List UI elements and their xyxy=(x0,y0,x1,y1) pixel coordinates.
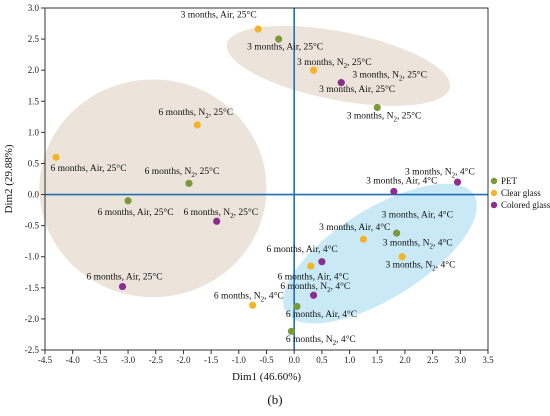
pet-point xyxy=(393,229,401,237)
y-tick-label: 0.5 xyxy=(28,158,40,168)
point-label: 6 months, N2, 4°C xyxy=(286,334,356,347)
clear-glass-point xyxy=(359,235,368,243)
x-tick-label: 3.0 xyxy=(455,355,467,365)
point-label: 6 months, N2, 4°C xyxy=(214,290,284,303)
x-tick-label: 0.5 xyxy=(316,355,328,365)
y-tick-label: 0.0 xyxy=(28,190,40,200)
y-tick-label: -1.5 xyxy=(25,283,40,293)
legend-label-pet: PET xyxy=(501,176,518,186)
point-label: 3 months, Air, 25°C xyxy=(319,84,395,95)
x-tick-label: -4.0 xyxy=(66,355,81,365)
clear-glass-point xyxy=(307,262,315,270)
cluster-4C-ellipse xyxy=(283,183,477,324)
point-label: 6 months, N2, 25°C xyxy=(159,107,234,120)
point-label: 3 months, N2, 25°C xyxy=(352,70,427,83)
y-tick-label: -0.5 xyxy=(25,221,40,231)
point-label: 6 months, Air, 25°C xyxy=(98,207,174,218)
point-label: 6 months, Air, 25°C xyxy=(51,163,127,174)
colored-glass-point xyxy=(453,178,462,186)
x-tick-label: 3.5 xyxy=(482,355,494,365)
x-tick-label: 1.5 xyxy=(372,355,384,365)
clear-glass-point xyxy=(398,253,406,261)
point-label: 3 months, N2, 4°C xyxy=(405,167,475,180)
legend-marker-clear-glass xyxy=(490,189,498,197)
y-tick-label: 2.0 xyxy=(28,65,40,75)
x-tick-label: 2.5 xyxy=(427,355,439,365)
x-tick-label: -1.5 xyxy=(204,355,219,365)
x-tick-label: 0.0 xyxy=(289,355,301,365)
legend-label-clear-glass: Clear glass xyxy=(501,188,541,198)
colored-glass-point xyxy=(309,291,318,299)
y-tick-label: 3.0 xyxy=(28,3,40,13)
pet-point xyxy=(373,103,381,112)
clear-glass-point xyxy=(193,121,201,129)
x-tick-label: -3.0 xyxy=(121,355,136,365)
point-label: 6 months, N2, 25°C xyxy=(145,166,220,179)
y-tick-label: 2.5 xyxy=(28,34,40,44)
point-label: 3 months, Air, 25°C xyxy=(247,42,323,53)
x-tick-label: -3.5 xyxy=(93,355,108,365)
x-tick-label: -2.0 xyxy=(176,355,191,365)
y-tick-label: -2.5 xyxy=(25,345,40,355)
pet-point xyxy=(287,327,296,335)
point-label: 3 months, Air, 4°C xyxy=(319,222,390,233)
y-tick-label: 1.0 xyxy=(28,127,40,137)
point-label: 6 months, Air, 4°C xyxy=(286,309,357,320)
clear-glass-point xyxy=(254,25,262,33)
point-label: 6 months, N2, 25°C xyxy=(183,207,258,220)
point-label: 3 months, Air, 4°C xyxy=(382,210,453,221)
x-tick-label: -2.5 xyxy=(149,355,164,365)
clear-glass-point xyxy=(249,301,257,309)
x-tick-label: -0.5 xyxy=(259,355,274,365)
colored-glass-point xyxy=(118,282,127,291)
legend-marker-colored-glass xyxy=(490,201,498,209)
pet-point xyxy=(293,302,301,311)
pet-point xyxy=(124,197,132,205)
cluster-3-months-25C-ellipse xyxy=(226,25,451,106)
y-tick-label: -1.0 xyxy=(25,252,40,262)
panel-label: (b) xyxy=(267,392,282,407)
point-label: 3 months, N2, 25°C xyxy=(347,111,422,124)
point-label: 6 months, N2, 4°C xyxy=(280,281,350,294)
point-label: 3 months, N2, 4°C xyxy=(386,259,456,272)
colored-glass-point xyxy=(390,187,398,196)
y-tick-label: 1.5 xyxy=(28,96,40,106)
pet-point xyxy=(185,179,193,187)
clear-glass-point xyxy=(309,66,318,74)
y-axis-title: Dim2 (29.88%) xyxy=(3,144,15,213)
colored-glass-point xyxy=(213,217,221,225)
point-label: 3 months, N2, 4°C xyxy=(383,238,453,251)
legend-marker-pet xyxy=(490,177,498,185)
point-label: 6 months, Air, 4°C xyxy=(267,244,338,255)
clear-glass-point xyxy=(52,153,60,161)
y-tick-label: -2.0 xyxy=(25,314,40,324)
point-label: 6 months, Air, 4°C xyxy=(278,272,349,283)
x-tick-label: -1.0 xyxy=(232,355,247,365)
x-tick-label: 2.0 xyxy=(399,355,411,365)
point-label: 6 months, Air, 25°C xyxy=(87,272,163,283)
point-label: 3 months, Air, 25°C xyxy=(181,9,257,20)
x-tick-label: -4.5 xyxy=(38,355,53,365)
colored-glass-point xyxy=(337,79,345,87)
point-label: 3 months, N2, 25°C xyxy=(297,57,372,70)
point-label: 3 months, Air, 4°C xyxy=(366,175,437,186)
x-axis-title: Dim1 (46.60%) xyxy=(232,371,301,383)
legend-label-colored-glass: Colored glass xyxy=(501,200,550,210)
x-tick-label: 1.0 xyxy=(344,355,356,365)
cluster-6-months-25C-ellipse xyxy=(39,79,267,298)
pet-point xyxy=(275,35,283,43)
colored-glass-point xyxy=(318,258,326,266)
